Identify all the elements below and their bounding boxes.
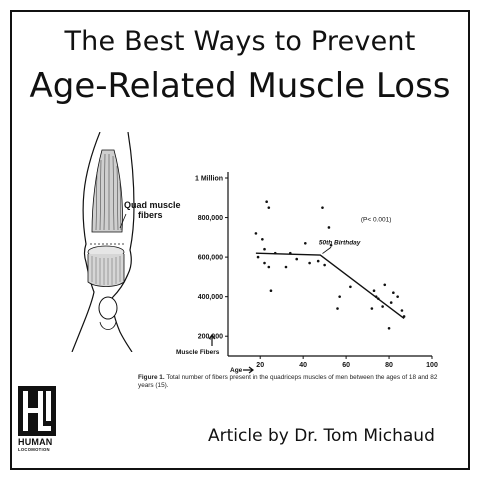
data-point bbox=[267, 265, 271, 269]
y-tick-label: 400,000 bbox=[198, 294, 223, 301]
data-point bbox=[338, 295, 341, 298]
data-point bbox=[383, 283, 387, 287]
data-point bbox=[316, 259, 320, 263]
data-point bbox=[295, 257, 299, 261]
p-value-annotation: (P< 0.001) bbox=[361, 217, 392, 224]
data-point bbox=[381, 305, 384, 308]
data-point bbox=[389, 301, 393, 304]
data-point bbox=[329, 243, 333, 247]
data-point bbox=[256, 255, 260, 259]
human-locomotion-logo: HUMAN LOCOMOTION bbox=[18, 386, 60, 452]
x-tick-label: 60 bbox=[342, 362, 350, 369]
data-point bbox=[372, 289, 376, 293]
x-tick-label: 100 bbox=[426, 362, 438, 369]
quad-label-line-2: fibers bbox=[138, 210, 163, 220]
quad-muscle-label: Quad muscle fibers bbox=[124, 200, 181, 220]
logo-hl-icon bbox=[23, 391, 51, 431]
y-tick-label: 600,000 bbox=[198, 255, 223, 262]
caption-text: Total number of fibers present in the qu… bbox=[138, 374, 438, 389]
data-point bbox=[392, 291, 395, 295]
author-byline: Article by Dr. Tom Michaud bbox=[208, 426, 435, 446]
data-point bbox=[400, 309, 404, 312]
title-line-1: The Best Ways to Prevent bbox=[64, 26, 416, 57]
y-tick-label: 1 Million bbox=[195, 176, 223, 183]
data-point bbox=[263, 261, 266, 265]
quad-label-line-1: Quad muscle bbox=[124, 200, 181, 210]
logo-mark bbox=[18, 386, 56, 436]
data-point bbox=[321, 206, 324, 209]
data-point bbox=[263, 247, 266, 251]
logo-word-human: HUMAN bbox=[18, 437, 53, 447]
data-point bbox=[323, 263, 326, 267]
data-point bbox=[261, 238, 264, 241]
knee-anatomy-illustration bbox=[71, 132, 135, 352]
data-point bbox=[265, 200, 268, 204]
data-point bbox=[370, 307, 374, 310]
trend-line bbox=[255, 252, 405, 319]
annotation-pointer bbox=[322, 246, 332, 254]
figure-caption: Figure 1. Total number of fibers present… bbox=[138, 374, 438, 390]
x-axis-label: Age bbox=[230, 367, 243, 374]
logo-word-locomotion: LOCOMOTION bbox=[18, 447, 50, 452]
y-axis-arrow bbox=[208, 334, 216, 346]
data-point bbox=[396, 295, 399, 298]
data-point bbox=[269, 289, 273, 293]
x-tick-label: 80 bbox=[385, 362, 393, 369]
x-axis-arrow bbox=[243, 366, 254, 374]
y-tick-label: 800,000 bbox=[198, 215, 223, 222]
data-point bbox=[284, 265, 288, 269]
data-point bbox=[387, 327, 391, 330]
data-point bbox=[336, 307, 339, 310]
fiftieth-birthday-annotation: 50th Birthday bbox=[319, 239, 361, 246]
x-tick-label: 20 bbox=[256, 362, 264, 369]
y-axis-label: Muscle Fibers bbox=[176, 349, 220, 356]
data-point bbox=[254, 232, 258, 235]
data-point bbox=[327, 226, 331, 229]
x-tick-label: 40 bbox=[299, 362, 307, 369]
data-point bbox=[304, 241, 307, 245]
title-line-2: Age-Related Muscle Loss bbox=[29, 66, 451, 106]
data-point bbox=[349, 285, 352, 289]
data-point bbox=[267, 206, 271, 209]
data-point bbox=[308, 261, 311, 265]
poster-frame bbox=[10, 10, 470, 470]
caption-label: Figure 1. bbox=[138, 374, 165, 381]
